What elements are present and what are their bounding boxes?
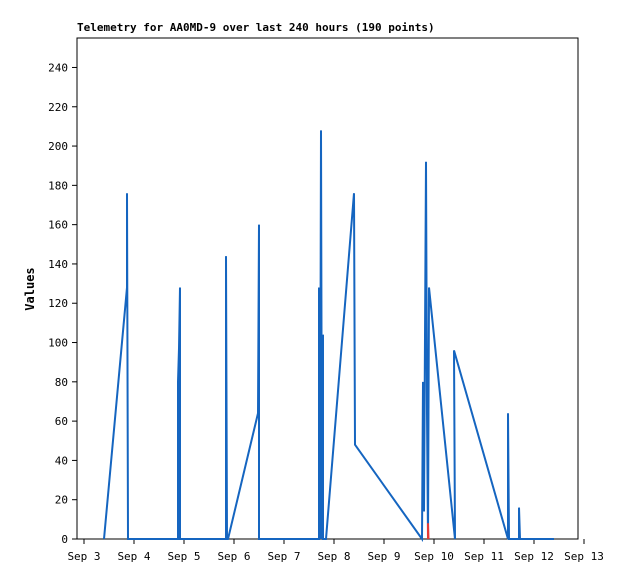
- y-tick-label: 200: [48, 140, 68, 153]
- y-tick-label: 60: [55, 415, 68, 428]
- y-tick-label: 0: [61, 533, 68, 546]
- y-tick-label: 100: [48, 337, 68, 350]
- x-tick-label: Sep 10: [414, 550, 454, 563]
- x-tick-label: Sep 6: [217, 550, 250, 563]
- y-tick-label: 220: [48, 101, 68, 114]
- y-tick-label: 180: [48, 179, 68, 192]
- y-tick-label: 80: [55, 376, 68, 389]
- x-tick-label: Sep 9: [367, 550, 400, 563]
- y-tick-label: 160: [48, 219, 68, 232]
- data-line: [427, 523, 430, 540]
- x-tick-label: Sep 8: [317, 550, 350, 563]
- x-tick-label: Sep 12: [514, 550, 554, 563]
- x-tick-label: Sep 3: [67, 550, 100, 563]
- data-line: [103, 130, 554, 543]
- y-tick-label: 40: [55, 454, 68, 467]
- x-tick-label: Sep 11: [464, 550, 504, 563]
- x-tick-label: Sep 13: [564, 550, 604, 563]
- chart-title: Telemetry for AA0MD-9 over last 240 hour…: [77, 21, 435, 34]
- x-tick-label: Sep 7: [267, 550, 300, 563]
- plot-frame: [76, 37, 579, 540]
- y-tick-label: 120: [48, 297, 68, 310]
- y-tick-label: 20: [55, 494, 68, 507]
- x-tick-label: Sep 4: [117, 550, 150, 563]
- y-axis-label: Values: [23, 267, 37, 310]
- y-tick-label: 140: [48, 258, 68, 271]
- y-tick-label: 240: [48, 61, 68, 74]
- x-tick-label: Sep 5: [167, 550, 200, 563]
